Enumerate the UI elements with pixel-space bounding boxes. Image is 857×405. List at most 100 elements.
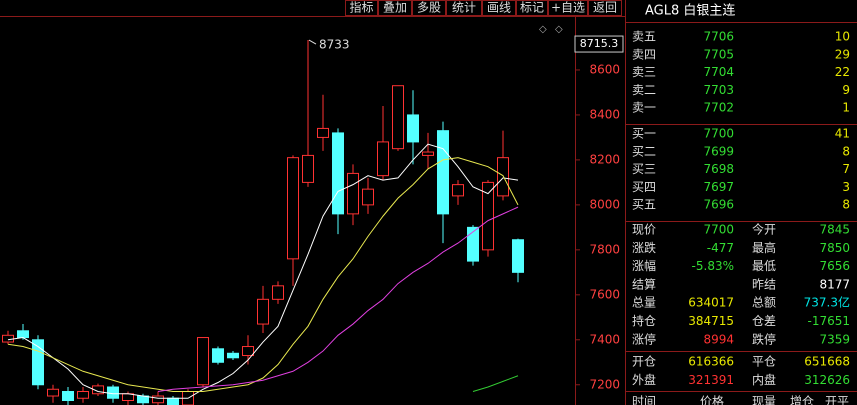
candle-body	[227, 352, 239, 359]
diamond-icon[interactable]: ◇	[555, 24, 563, 35]
stat-value: 651668	[804, 355, 850, 369]
stat-value: 737.3亿	[804, 295, 850, 310]
candle-body	[242, 346, 254, 357]
book-label: 买三	[632, 162, 656, 176]
stat-label: 内盘	[752, 372, 776, 387]
stat-label: 平仓	[752, 355, 776, 369]
toolbar-label[interactable]: 画线	[487, 1, 511, 15]
book-price: 7698	[703, 162, 734, 176]
candle-body	[497, 157, 509, 197]
stat-label: 开仓	[632, 355, 656, 369]
book-volume: 7	[842, 162, 850, 176]
toolbar-button[interactable]	[345, 0, 378, 16]
moving-average	[157, 206, 519, 393]
stat-label: 跌停	[752, 331, 776, 346]
annotation-label: 8733	[319, 38, 350, 52]
y-tick-label: 8600	[589, 62, 620, 76]
candle-body	[212, 348, 224, 363]
book-volume: 8	[842, 144, 850, 158]
stat-value: -17651	[807, 314, 850, 328]
book-price: 7703	[703, 83, 734, 97]
toolbar-label[interactable]: 指标	[349, 0, 373, 15]
candle-body	[257, 298, 269, 325]
stat-value: 321391	[688, 373, 734, 387]
stat-value: 8994	[703, 332, 734, 346]
book-volume: 1	[842, 101, 850, 115]
toolbar-label[interactable]: +自选	[551, 1, 585, 15]
candle-body	[332, 132, 344, 215]
toolbar-button[interactable]	[378, 0, 412, 16]
book-volume: 10	[835, 30, 850, 44]
book-label: 买五	[632, 198, 656, 212]
book-label: 卖二	[632, 83, 656, 97]
stat-value: 616366	[688, 355, 734, 369]
tape-header: 开平	[825, 395, 849, 405]
stat-label: 持仓	[632, 313, 656, 328]
book-price: 7699	[703, 144, 734, 158]
stat-value: 634017	[688, 296, 734, 310]
tape-header: 时间	[632, 395, 656, 405]
candle-body	[407, 114, 419, 143]
book-label: 卖三	[632, 65, 656, 79]
book-label: 买四	[632, 180, 656, 194]
toolbar-label[interactable]: 统计	[452, 1, 476, 15]
stat-label: 今开	[752, 222, 776, 237]
candle-body	[197, 337, 209, 386]
book-label: 卖四	[632, 47, 656, 61]
candle-body	[422, 151, 434, 156]
toolbar-label[interactable]: 标记	[520, 1, 544, 15]
tape-header: 价格	[700, 394, 724, 405]
stat-label: 现价	[632, 223, 656, 237]
y-tick-label: 8400	[589, 107, 620, 121]
book-volume: 8	[842, 198, 850, 212]
stat-label: 最低	[752, 259, 776, 273]
annotation-leader	[308, 39, 317, 45]
y-tick-label: 7400	[589, 332, 620, 346]
toolbar-button[interactable]	[412, 0, 446, 16]
book-label: 买二	[632, 144, 656, 158]
cursor-box	[574, 35, 624, 53]
stat-value: 7845	[819, 223, 850, 237]
book-volume: 29	[835, 47, 850, 61]
candle-body	[77, 391, 89, 399]
stat-label: 涨跌	[632, 240, 656, 255]
toolbar-button[interactable]	[548, 0, 588, 16]
toolbar-label[interactable]: 返回	[593, 1, 617, 15]
toolbar-button[interactable]	[516, 0, 548, 16]
toolbar-button[interactable]	[482, 0, 516, 16]
candle-body	[32, 339, 44, 386]
candle-body	[62, 391, 74, 402]
stat-label: 结算	[632, 276, 656, 291]
book-volume: 9	[842, 83, 850, 97]
tape-header: 现量	[752, 395, 776, 405]
toolbar-label[interactable]: 多股	[417, 1, 441, 15]
stat-value: 7850	[819, 241, 850, 255]
candle-body	[377, 141, 389, 177]
toolbar-button[interactable]	[588, 0, 622, 16]
plot-area: 8733	[2, 38, 524, 405]
toolbar-label[interactable]: 叠加	[383, 1, 407, 15]
candle-body	[152, 395, 164, 404]
candle-body	[302, 154, 314, 183]
candle-body	[92, 385, 104, 395]
moving-average	[472, 375, 519, 392]
stat-label: 总额	[752, 296, 776, 310]
y-tick-label: 7800	[589, 242, 620, 256]
candle-body	[47, 388, 59, 397]
diamond-icon[interactable]: ◇	[539, 24, 547, 35]
candle-body	[392, 85, 404, 150]
stat-value: 7656	[819, 259, 850, 273]
stat-label: 总量	[632, 296, 656, 310]
candle-body	[287, 157, 299, 260]
candle-body	[452, 184, 464, 197]
book-volume: 41	[835, 127, 850, 141]
candle-body	[107, 386, 119, 399]
moving-average	[7, 157, 519, 393]
moving-average	[7, 143, 519, 399]
candle-body	[317, 127, 329, 138]
book-volume: 3	[842, 180, 850, 194]
candle-body	[467, 226, 479, 262]
stat-label: 涨幅	[632, 258, 656, 273]
toolbar-button[interactable]	[446, 0, 482, 16]
